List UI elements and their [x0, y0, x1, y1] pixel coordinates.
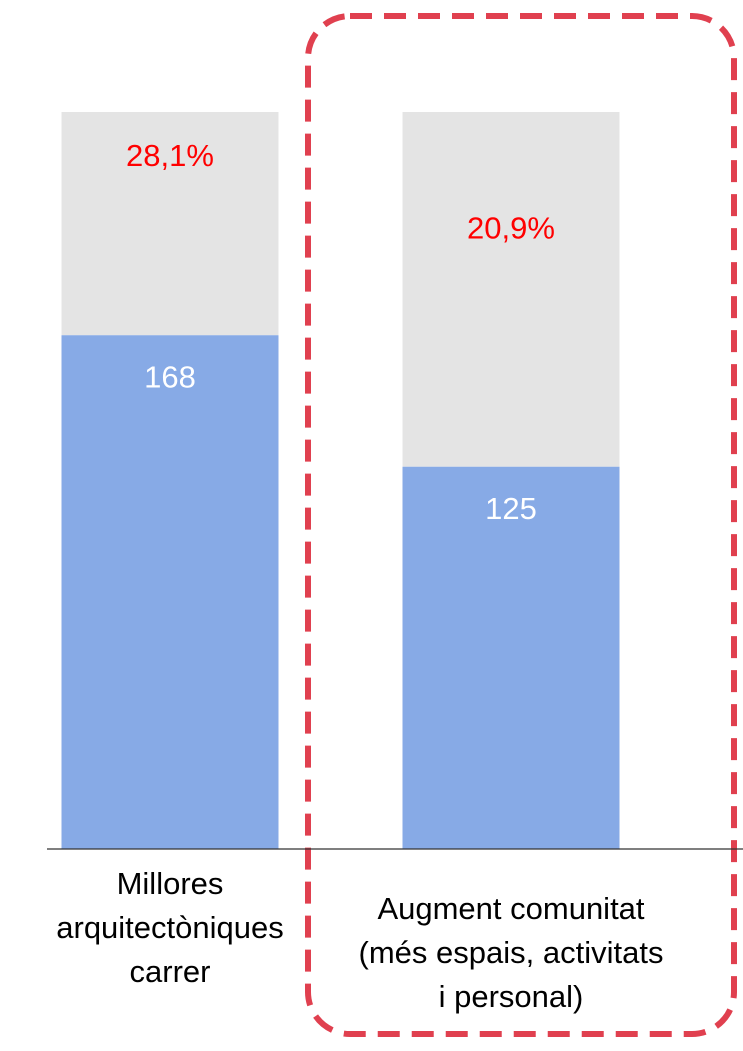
value-label: 168: [144, 359, 196, 394]
share-label: 20,9%: [467, 210, 555, 245]
highlight-frame: [305, 13, 737, 1037]
bar-segment: [402, 112, 620, 467]
x-tick-label: Millores: [117, 866, 224, 901]
bar-segment: [61, 112, 279, 336]
value-label: 125: [485, 491, 537, 526]
bar-segment: [61, 335, 279, 849]
x-tick-label: (més espais, activitats: [359, 935, 664, 970]
share-label: 28,1%: [126, 138, 214, 173]
x-tick-label: arquitectòniques: [56, 910, 284, 945]
x-tick-label: carrer: [130, 954, 211, 989]
x-tick-label: i personal): [439, 979, 584, 1014]
x-tick-label: Augment comunitat: [377, 891, 644, 926]
bar-segment: [402, 466, 620, 849]
